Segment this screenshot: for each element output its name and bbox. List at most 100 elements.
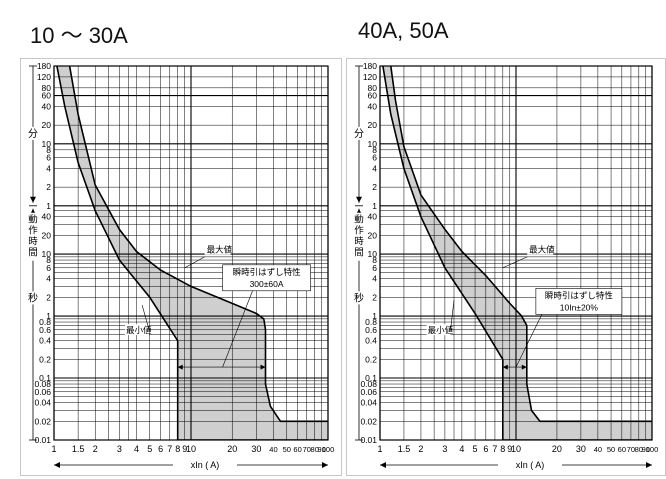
y-tick-label-min: 180: [363, 61, 377, 71]
y-tick-label-min: 8: [372, 145, 377, 155]
y-tick-label-sec: 0.6: [365, 325, 377, 335]
y-tick-label-min: 4: [46, 163, 51, 173]
x-tick-label: 50: [283, 445, 291, 454]
y-tick-label-min: 20: [42, 120, 52, 130]
y-tick-label-sec: 6: [46, 263, 51, 273]
x-tick-label: 3: [442, 444, 447, 454]
x-tick-label: 2: [93, 444, 98, 454]
y-tick-label-sec: 8: [46, 255, 51, 265]
y-tick-label-sec: 1: [372, 311, 377, 321]
vertical-axis-char: 時: [28, 237, 38, 248]
x-tick-label: 4: [134, 444, 139, 454]
shaded-region: [382, 66, 652, 440]
instant-value: 10In±20%: [560, 302, 599, 312]
instant-range-arrow-right: [521, 364, 527, 370]
unit-label-bg: [353, 126, 365, 140]
x-tick-label: 1: [51, 444, 56, 454]
vertical-axis-char: 動: [28, 215, 38, 226]
x-tick-label: 7: [167, 444, 172, 454]
x-tick-label: 5: [473, 444, 478, 454]
instant-range-arrow-left: [502, 364, 508, 370]
y-tick-label-sec: 20: [368, 230, 378, 240]
x-arrow-right-head: [646, 462, 652, 468]
instant-label: 瞬時引はずし特性: [233, 267, 302, 277]
y-tick-label-min: 40: [42, 101, 52, 111]
unit-minute: 分: [354, 128, 364, 140]
x-tick-label: 8: [175, 444, 180, 454]
y-tick-label-min: 10: [42, 139, 52, 149]
y-tick-label-min: 120: [37, 72, 51, 82]
y-tick-label-min: 6: [46, 153, 51, 163]
x-tick-label: 20: [552, 444, 562, 454]
x-tick-label: 70: [627, 445, 635, 454]
y-tick-label-sec: 0.6: [39, 325, 51, 335]
min-curve: [56, 66, 328, 440]
shaded-region: [56, 66, 328, 440]
x-tick-label: 90: [318, 445, 326, 454]
y-tick-label-min: 2: [372, 182, 377, 192]
x-tick-label: 5: [147, 444, 152, 454]
x-tick-label: 30: [251, 444, 261, 454]
x-tick-label: 80: [635, 445, 643, 454]
chart-frame: [20, 58, 342, 476]
y-tick-label-min: 6: [372, 153, 377, 163]
min-leader: [141, 305, 150, 330]
chart-title-1: 10 ～ 30A: [30, 23, 128, 48]
instant-range-arrow-right: [260, 364, 266, 370]
max-label: 最大値: [207, 244, 233, 254]
y-tick-label-sec: 0.02: [360, 416, 377, 426]
unit-label-bg: [27, 291, 39, 305]
y-tick-label-sec: 0.02: [34, 416, 51, 426]
vertical-axis-char: 間: [354, 248, 364, 259]
x-tick-label: 40: [269, 445, 277, 454]
vertical-axis-char: 作: [354, 225, 364, 237]
x-tick-label: 1.5: [72, 444, 85, 454]
x-tick-label: 9: [182, 444, 187, 454]
min-curve: [382, 66, 652, 440]
x-tick-label: 20: [227, 444, 237, 454]
vertical-axis-char: 作: [28, 225, 38, 237]
x-axis-label: xIn ( A): [191, 460, 220, 470]
x-tick-label: 1: [377, 444, 382, 454]
x-tick-label: 8: [500, 444, 505, 454]
y-tick-label-sec: 2: [372, 292, 377, 302]
y-tick-label-min: 60: [42, 91, 52, 101]
y-tick-label-min: 120: [363, 72, 377, 82]
max-curve: [390, 66, 652, 423]
x-tick-label: 30: [576, 444, 586, 454]
x-arrow-left-head: [380, 462, 386, 468]
y-tick-label-sec: 0.2: [365, 354, 377, 364]
x-tick-label: 80: [311, 445, 319, 454]
y-tick-label-sec: 0.8: [39, 317, 51, 327]
y-tick-label-sec: 10: [368, 249, 378, 259]
x-tick-label: 60: [293, 445, 301, 454]
y-tick-label-min: 10: [368, 139, 378, 149]
y-tick-label-sec: 0.06: [34, 387, 51, 397]
vertical-axis-char: 動: [354, 215, 364, 226]
y-tick-label-sec: 8: [372, 255, 377, 265]
x-tick-label: 70: [303, 445, 311, 454]
x-tick-label: 6: [158, 444, 163, 454]
x-tick-label: 2: [418, 444, 423, 454]
y-tick-label-sec: 0.8: [365, 317, 377, 327]
y-tick-label-sec: 0.08: [34, 379, 51, 389]
chart-title-2: 40A, 50A: [358, 18, 449, 43]
y-tick-label-sec: 0.04: [34, 398, 51, 408]
y-tick-label-min: 20: [368, 120, 378, 130]
minute-range-arrow: [356, 196, 362, 203]
y-tick-label-min: 1: [372, 201, 377, 211]
y-tick-label-sec: 0.06: [360, 387, 377, 397]
x-tick-label: 90: [642, 445, 650, 454]
y-tick-label-sec: 0.08: [360, 379, 377, 389]
instant-box: [222, 264, 311, 292]
instant-leader: [515, 314, 543, 368]
x-tick-label: 1.5: [398, 444, 411, 454]
y-tick-label-sec: 4: [46, 274, 51, 284]
x-arrow-right-head: [322, 462, 328, 468]
max-label-bg: [527, 243, 554, 255]
x-tick-label: 50: [607, 445, 615, 454]
y-tick-label-min: 80: [42, 83, 52, 93]
y-tick-label-min: 40: [368, 101, 378, 111]
x-arrow-left-head: [54, 462, 60, 468]
